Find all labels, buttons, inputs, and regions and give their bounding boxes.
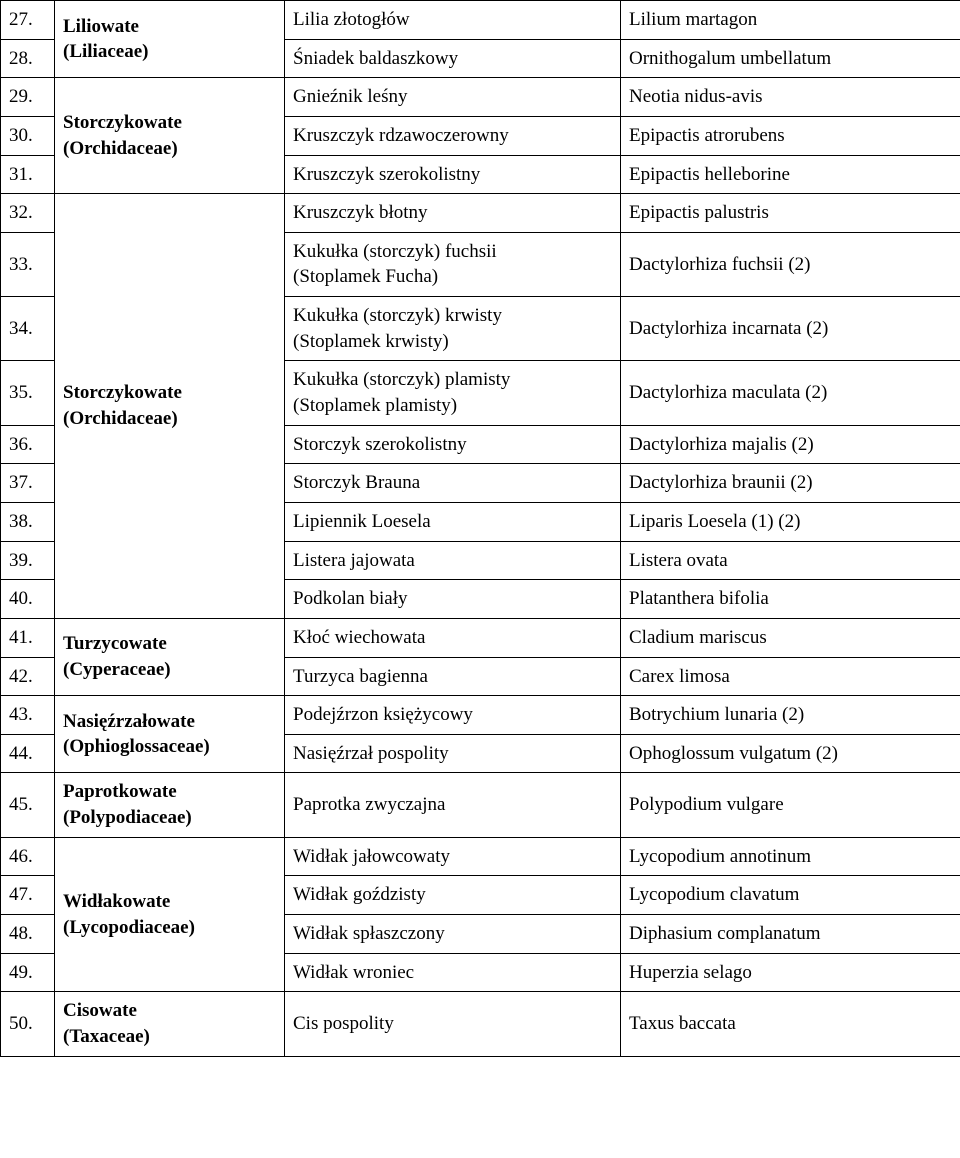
family-cell-nasiezrzalowate: Nasięźrzałowate(Ophioglossaceae) (55, 696, 285, 773)
polish-name: Listera jajowata (285, 541, 621, 580)
row-number: 27. (1, 1, 55, 40)
row-number: 50. (1, 992, 55, 1056)
family-cell-widlakowate: Widłakowate(Lycopodiaceae) (55, 837, 285, 992)
latin-name: Cladium mariscus (621, 618, 960, 657)
latin-name: Dactylorhiza braunii (2) (621, 464, 960, 503)
row-number: 35. (1, 361, 55, 425)
latin-name: Dactylorhiza incarnata (2) (621, 297, 960, 361)
row-number: 40. (1, 580, 55, 619)
polish-name: Kruszczyk błotny (285, 194, 621, 233)
latin-name: Diphasium complanatum (621, 915, 960, 954)
latin-name: Epipactis atrorubens (621, 116, 960, 155)
latin-name: Neotia nidus-avis (621, 78, 960, 117)
table-row: 43. Nasięźrzałowate(Ophioglossaceae) Pod… (1, 696, 960, 735)
row-number: 42. (1, 657, 55, 696)
family-cell-turzycowate: Turzycowate(Cyperaceae) (55, 618, 285, 695)
species-table: 27. Liliowate(Liliaceae) Lilia złotogłów… (0, 0, 960, 1057)
row-number: 34. (1, 297, 55, 361)
latin-name: Huperzia selago (621, 953, 960, 992)
latin-name: Polypodium vulgare (621, 773, 960, 837)
latin-name: Liparis Loesela (1) (2) (621, 502, 960, 541)
polish-name: Widłak goździsty (285, 876, 621, 915)
polish-name: Podejźrzon księżycowy (285, 696, 621, 735)
polish-name: Storczyk Brauna (285, 464, 621, 503)
row-number: 28. (1, 39, 55, 78)
polish-name: Nasięźrzał pospolity (285, 734, 621, 773)
latin-name: Epipactis palustris (621, 194, 960, 233)
row-number: 44. (1, 734, 55, 773)
polish-name: Cis pospolity (285, 992, 621, 1056)
polish-name: Paprotka zwyczajna (285, 773, 621, 837)
row-number: 32. (1, 194, 55, 233)
polish-name: Podkolan biały (285, 580, 621, 619)
row-number: 30. (1, 116, 55, 155)
row-number: 47. (1, 876, 55, 915)
table-row: 45. Paprotkowate(Polypodiaceae) Paprotka… (1, 773, 960, 837)
polish-name: Widłak jałowcowaty (285, 837, 621, 876)
latin-name: Dactylorhiza majalis (2) (621, 425, 960, 464)
polish-name: Turzyca bagienna (285, 657, 621, 696)
latin-name: Lilium martagon (621, 1, 960, 40)
row-number: 37. (1, 464, 55, 503)
polish-name: Gnieźnik leśny (285, 78, 621, 117)
family-cell-cisowate: Cisowate(Taxaceae) (55, 992, 285, 1056)
polish-name: Lilia złotogłów (285, 1, 621, 40)
latin-name: Lycopodium clavatum (621, 876, 960, 915)
latin-name: Platanthera bifolia (621, 580, 960, 619)
polish-name: Widłak wroniec (285, 953, 621, 992)
row-number: 46. (1, 837, 55, 876)
row-number: 43. (1, 696, 55, 735)
table-row: 29. Storczykowate(Orchidaceae) Gnieźnik … (1, 78, 960, 117)
row-number: 29. (1, 78, 55, 117)
polish-name: Kukułka (storczyk) plamisty(Stoplamek pl… (285, 361, 621, 425)
table-row: 32. Storczykowate(Orchidaceae) Kruszczyk… (1, 194, 960, 233)
row-number: 33. (1, 232, 55, 296)
latin-name: Listera ovata (621, 541, 960, 580)
latin-name: Dactylorhiza fuchsii (2) (621, 232, 960, 296)
row-number: 48. (1, 915, 55, 954)
polish-name: Kruszczyk szerokolistny (285, 155, 621, 194)
polish-name: Storczyk szerokolistny (285, 425, 621, 464)
row-number: 41. (1, 618, 55, 657)
row-number: 39. (1, 541, 55, 580)
row-number: 38. (1, 502, 55, 541)
table-row: 27. Liliowate(Liliaceae) Lilia złotogłów… (1, 1, 960, 40)
latin-name: Ornithogalum umbellatum (621, 39, 960, 78)
polish-name: Kukułka (storczyk) fuchsii(Stoplamek Fuc… (285, 232, 621, 296)
table-row: 41. Turzycowate(Cyperaceae) Kłoć wiechow… (1, 618, 960, 657)
family-cell-storczykowate: Storczykowate(Orchidaceae) (55, 78, 285, 194)
row-number: 36. (1, 425, 55, 464)
row-number: 49. (1, 953, 55, 992)
polish-name: Widłak spłaszczony (285, 915, 621, 954)
row-number: 45. (1, 773, 55, 837)
latin-name: Epipactis helleborine (621, 155, 960, 194)
polish-name: Kukułka (storczyk) krwisty(Stoplamek krw… (285, 297, 621, 361)
latin-name: Taxus baccata (621, 992, 960, 1056)
polish-name: Kłoć wiechowata (285, 618, 621, 657)
polish-name: Śniadek baldaszkowy (285, 39, 621, 78)
latin-name: Ophoglossum vulgatum (2) (621, 734, 960, 773)
family-cell-storczykowate-2: Storczykowate(Orchidaceae) (55, 194, 285, 619)
table-row: 50. Cisowate(Taxaceae) Cis pospolity Tax… (1, 992, 960, 1056)
latin-name: Dactylorhiza maculata (2) (621, 361, 960, 425)
family-cell-paprotkowate: Paprotkowate(Polypodiaceae) (55, 773, 285, 837)
table-row: 46. Widłakowate(Lycopodiaceae) Widłak ja… (1, 837, 960, 876)
polish-name: Lipiennik Loesela (285, 502, 621, 541)
latin-name: Botrychium lunaria (2) (621, 696, 960, 735)
latin-name: Carex limosa (621, 657, 960, 696)
latin-name: Lycopodium annotinum (621, 837, 960, 876)
row-number: 31. (1, 155, 55, 194)
family-cell-liliowate: Liliowate(Liliaceae) (55, 1, 285, 78)
polish-name: Kruszczyk rdzawoczerowny (285, 116, 621, 155)
